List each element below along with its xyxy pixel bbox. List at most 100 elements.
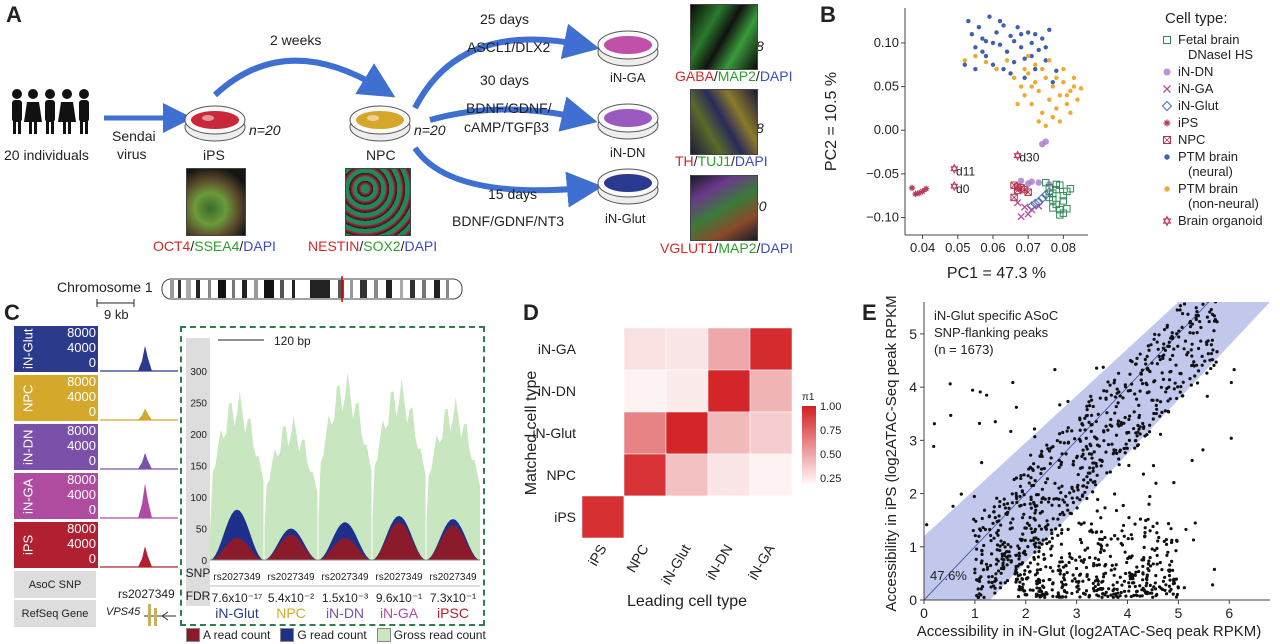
data-point	[1149, 343, 1153, 347]
chromosome-band	[360, 280, 367, 298]
data-point	[1163, 119, 1171, 127]
data-point	[987, 580, 991, 584]
data-point	[1188, 331, 1192, 335]
data-point	[1068, 491, 1072, 495]
data-point	[1085, 413, 1089, 418]
data-point	[1033, 479, 1037, 483]
data-point	[1142, 555, 1146, 560]
e-x-tick-label: 5	[1175, 605, 1183, 621]
data-point	[1163, 136, 1171, 144]
data-point	[1072, 489, 1076, 493]
zoom-y-tick-label: 100	[190, 493, 207, 504]
data-point	[1153, 581, 1157, 585]
data-point	[1190, 342, 1194, 346]
data-point	[1051, 444, 1055, 449]
data-point	[1025, 30, 1031, 35]
data-point	[1047, 449, 1052, 453]
e-x-tick-label: 1	[971, 605, 979, 621]
data-point	[1127, 571, 1132, 575]
data-point	[1195, 331, 1199, 335]
data-point	[1140, 368, 1145, 372]
data-point	[1161, 377, 1166, 381]
data-point	[1040, 449, 1044, 453]
people-icon	[12, 89, 89, 134]
legend-item: Fetal brain DNaseI HS	[1160, 32, 1278, 62]
data-point	[995, 496, 999, 500]
legend-label: iN-GA	[1178, 81, 1214, 96]
data-point	[973, 66, 978, 72]
data-point	[1191, 331, 1195, 335]
data-point	[1159, 586, 1163, 590]
legend-label: A read count	[203, 628, 271, 642]
data-point	[1059, 209, 1068, 217]
data-point	[1191, 538, 1196, 542]
data-point	[1050, 531, 1054, 536]
data-point	[1069, 512, 1074, 516]
npc-stain-label: NESTIN/SOX2/DAPI	[308, 238, 437, 256]
colorbar-title: π1	[802, 392, 815, 403]
data-point	[1060, 560, 1064, 564]
asoc-snp-label: AsoC SNP	[28, 578, 82, 591]
fdr-value: 7.3x10⁻¹	[430, 591, 476, 605]
data-point	[1229, 436, 1233, 440]
heatmap-colorbar	[802, 406, 816, 486]
data-point	[1085, 447, 1089, 451]
data-point	[1073, 577, 1077, 581]
data-point	[1071, 459, 1076, 463]
data-point	[980, 516, 984, 521]
track-tick-label: 8000	[67, 521, 96, 536]
data-point	[1130, 575, 1135, 579]
data-point	[1047, 58, 1052, 63]
track-tick-label: 8000	[67, 472, 96, 487]
data-point	[1104, 424, 1108, 428]
data-point	[1057, 564, 1061, 568]
data-point	[1113, 395, 1118, 399]
data-point	[1192, 364, 1196, 368]
stain-part: GABA	[675, 68, 714, 84]
data-point	[1168, 370, 1172, 374]
data-point	[1010, 193, 1018, 202]
data-point	[1155, 340, 1159, 344]
annotation-d11: d11	[956, 165, 975, 179]
heatmap-x-label: iN-Glut	[658, 541, 694, 587]
data-point	[1170, 538, 1174, 542]
data-point	[1118, 575, 1122, 579]
data-point	[1079, 540, 1084, 545]
data-point	[1144, 518, 1148, 523]
data-point	[1124, 442, 1128, 446]
chromosome-band	[254, 280, 258, 298]
data-point	[1116, 371, 1121, 375]
heatmap-x-title: Leading cell type	[627, 593, 747, 610]
data-point	[1121, 503, 1125, 508]
data-point	[1000, 557, 1004, 561]
chromosome-ideogram	[161, 276, 463, 302]
data-point	[1017, 585, 1022, 589]
data-point	[1163, 36, 1171, 44]
data-point	[983, 527, 988, 532]
data-point	[1015, 101, 1020, 107]
data-point	[1065, 503, 1069, 507]
data-point	[1180, 312, 1185, 316]
data-point	[1088, 404, 1092, 408]
e-y-tick-label: 3	[909, 432, 917, 448]
data-point	[1163, 348, 1168, 352]
data-point	[1116, 537, 1120, 541]
dn-micrograph	[690, 89, 758, 155]
data-point	[1165, 553, 1169, 557]
data-point	[1047, 27, 1052, 33]
data-point	[1032, 542, 1036, 546]
data-point	[1176, 586, 1180, 590]
data-point	[972, 517, 976, 521]
data-point	[1101, 579, 1105, 583]
data-point	[1194, 306, 1198, 310]
data-point	[1009, 559, 1013, 563]
cell-type-label: iN-GA	[380, 605, 419, 621]
data-point	[1099, 516, 1103, 520]
data-point	[980, 49, 985, 54]
data-point	[1098, 458, 1102, 462]
data-point	[1032, 427, 1037, 431]
data-point	[1067, 560, 1071, 565]
data-point	[1018, 84, 1024, 89]
data-point	[1023, 569, 1027, 573]
colorbar-tick-label: 1.00	[820, 401, 841, 413]
